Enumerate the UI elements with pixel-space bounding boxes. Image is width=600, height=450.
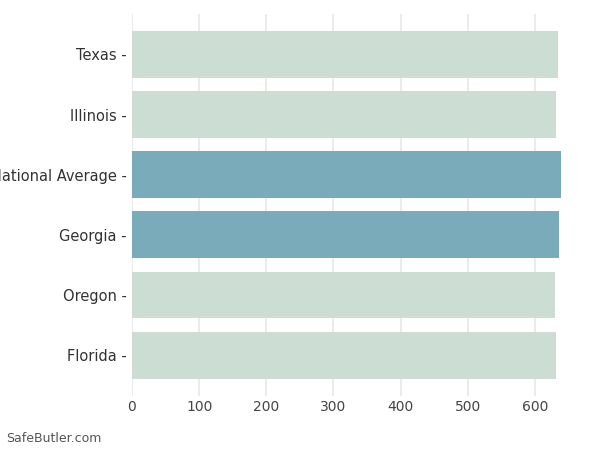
Text: SafeButler.com: SafeButler.com (6, 432, 101, 446)
Bar (132, 271, 555, 319)
Bar (132, 212, 559, 258)
Bar (132, 151, 560, 198)
Bar (132, 332, 556, 378)
Bar (132, 91, 556, 138)
Bar (132, 31, 558, 78)
